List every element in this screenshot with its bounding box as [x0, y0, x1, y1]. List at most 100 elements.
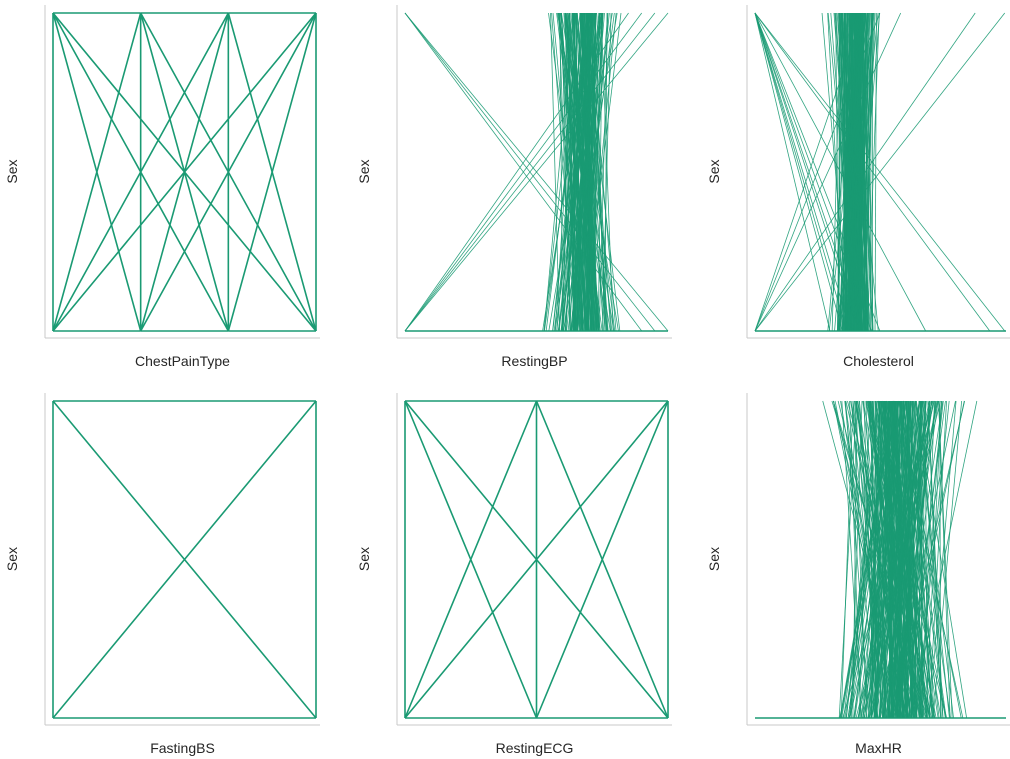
- series-line: [846, 12, 879, 332]
- series-line: [543, 12, 581, 332]
- series-line: [754, 12, 881, 332]
- series-line: [754, 12, 860, 332]
- x-axis-label: ChestPainType: [135, 353, 230, 369]
- series-line: [858, 400, 871, 719]
- series-line: [52, 12, 317, 332]
- series-lines: [754, 12, 1006, 332]
- series-line: [863, 400, 875, 719]
- series-line: [855, 400, 892, 719]
- series-line: [887, 400, 921, 719]
- series-line: [561, 12, 576, 332]
- series-line: [586, 12, 609, 332]
- series-line: [871, 400, 898, 719]
- series-line: [879, 400, 890, 719]
- series-line: [865, 12, 868, 332]
- series-line: [902, 400, 932, 719]
- series-line: [921, 400, 935, 719]
- series-line: [857, 400, 933, 719]
- series-lines: [755, 400, 1006, 719]
- series-line: [581, 12, 586, 332]
- series-line: [910, 400, 978, 719]
- series-line: [899, 400, 922, 719]
- series-line: [404, 400, 669, 719]
- panel-chestpaintype: ChestPainType Sex: [4, 5, 320, 369]
- series-line: [535, 400, 669, 719]
- series-line: [865, 12, 874, 332]
- series-line: [878, 400, 893, 719]
- x-axis-label: Cholesterol: [843, 353, 914, 369]
- y-axis-label: Sex: [356, 159, 372, 183]
- series-line: [565, 12, 599, 332]
- series-line: [754, 12, 976, 332]
- y-axis-label: Sex: [4, 547, 20, 571]
- panel-maxhr: MaxHR Sex: [706, 393, 1010, 756]
- series-line: [754, 12, 872, 332]
- panel-restingecg: RestingECG Sex: [356, 393, 672, 756]
- series-line: [754, 12, 847, 332]
- series-line: [871, 400, 907, 719]
- series-line: [902, 400, 928, 719]
- series-line: [583, 12, 593, 332]
- series-line: [572, 12, 589, 332]
- series-lines: [404, 12, 669, 332]
- series-line: [851, 12, 867, 332]
- series-line: [849, 400, 878, 719]
- series-line: [849, 400, 862, 719]
- series-line: [900, 400, 923, 719]
- series-line: [839, 400, 894, 719]
- series-line: [754, 12, 991, 332]
- y-axis-label: Sex: [706, 159, 722, 183]
- panel-cholesterol: Cholesterol Sex: [706, 5, 1010, 369]
- series-line: [544, 12, 589, 332]
- series-line: [841, 12, 867, 332]
- series-line: [919, 400, 942, 719]
- series-line: [844, 12, 852, 332]
- series-line: [560, 12, 589, 332]
- series-line: [898, 400, 962, 719]
- panel-fastingbs: FastingBS Sex: [4, 393, 320, 756]
- series-line: [838, 400, 857, 719]
- series-line: [139, 12, 317, 332]
- series-line: [845, 400, 921, 719]
- y-axis-label: Sex: [356, 547, 372, 571]
- series-line: [227, 12, 317, 332]
- series-lines: [52, 12, 317, 332]
- series-line: [754, 12, 1006, 332]
- series-line: [562, 12, 594, 332]
- series-line: [754, 12, 852, 332]
- series-lines: [52, 400, 317, 719]
- series-line: [894, 400, 937, 719]
- series-line: [928, 400, 957, 719]
- series-line: [841, 400, 862, 719]
- series-line: [754, 12, 927, 332]
- series-line: [404, 12, 629, 332]
- series-line: [754, 12, 831, 332]
- series-line: [564, 12, 576, 332]
- series-line: [404, 400, 538, 719]
- series-line: [542, 12, 593, 332]
- x-axis-label: RestingBP: [501, 353, 567, 369]
- series-line: [892, 400, 905, 719]
- x-axis-label: MaxHR: [855, 740, 902, 756]
- series-line: [850, 12, 873, 332]
- series-line: [867, 12, 880, 332]
- series-line: [854, 12, 865, 332]
- series-line: [932, 400, 963, 719]
- series-line: [837, 12, 845, 332]
- series-line: [843, 12, 866, 332]
- series-line: [832, 400, 927, 719]
- series-line: [52, 400, 317, 719]
- series-line: [404, 12, 643, 332]
- series-line: [597, 12, 603, 332]
- series-line: [586, 12, 595, 332]
- series-line: [52, 12, 142, 332]
- series-line: [865, 400, 878, 719]
- series-line: [404, 12, 669, 332]
- series-line: [907, 400, 944, 719]
- series-line: [842, 12, 874, 332]
- series-line: [543, 12, 574, 332]
- series-line: [871, 400, 934, 719]
- series-line: [572, 12, 597, 332]
- series-line: [551, 12, 576, 332]
